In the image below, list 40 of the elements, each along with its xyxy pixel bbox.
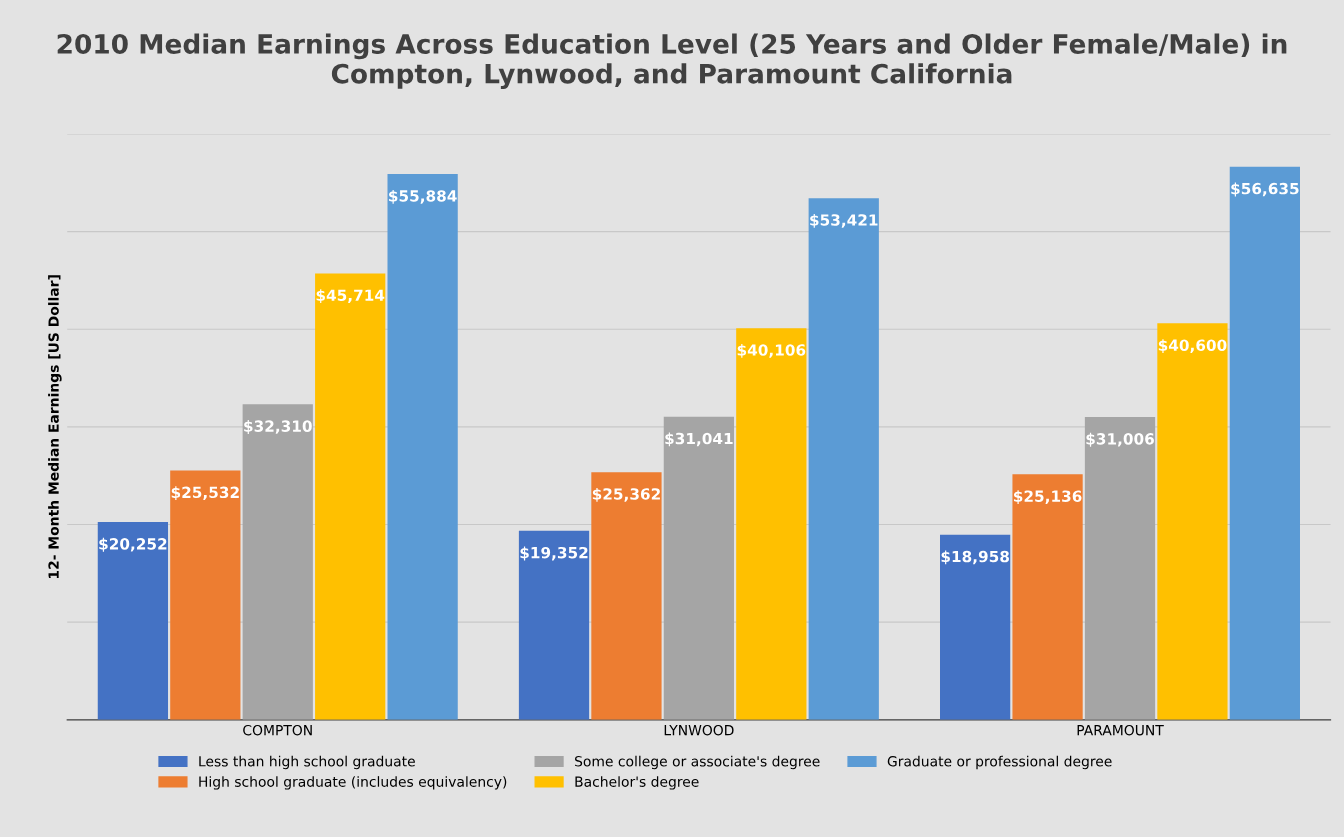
data-label: $18,958 xyxy=(941,550,1009,565)
bar xyxy=(663,416,735,720)
bar xyxy=(940,534,1011,720)
data-label: $40,600 xyxy=(1158,339,1227,353)
y-axis-title: 12- Month Median Earnings [US Dollar] xyxy=(48,275,62,579)
bar xyxy=(97,522,169,720)
bar xyxy=(1157,323,1228,720)
data-label: $25,362 xyxy=(592,487,660,502)
data-label: $25,136 xyxy=(1013,490,1082,504)
x-tick-label: PARAMOUNT xyxy=(1077,724,1164,736)
data-label: $45,714 xyxy=(316,289,385,304)
data-label: $20,252 xyxy=(99,537,167,552)
bar xyxy=(387,174,458,720)
legend-label: Graduate or professional degree xyxy=(887,755,1112,770)
bar xyxy=(591,472,662,720)
data-label: $25,532 xyxy=(171,486,239,501)
bar xyxy=(1229,166,1300,720)
chart-title: 2010 Median Earnings Across Education Level (25 Years and Older Female/Male) in Compton, Lynwood, and Paramount California xyxy=(57,33,1287,89)
legend-label: Bachelor's degree xyxy=(575,776,699,790)
bar xyxy=(170,470,241,720)
x-tick-label: LYNWOOD xyxy=(664,724,734,736)
data-label: $40,106 xyxy=(737,343,806,358)
x-tick-label: COMPTON xyxy=(243,724,312,736)
legend-label: High school graduate (includes equivalency) xyxy=(199,776,507,790)
bar xyxy=(518,530,590,720)
data-label: $31,041 xyxy=(665,432,733,447)
legend-label: Some college or associate's degree xyxy=(575,755,820,770)
data-label: $53,421 xyxy=(810,213,878,228)
data-label: $55,884 xyxy=(389,189,457,204)
bar xyxy=(736,328,807,720)
bar xyxy=(808,198,879,720)
data-label: $32,310 xyxy=(244,420,312,434)
legend-label: Less than high school graduate xyxy=(199,755,415,770)
data-label: $56,635 xyxy=(1231,182,1299,197)
data-label: $19,352 xyxy=(520,546,588,561)
data-label: $31,006 xyxy=(1086,432,1154,447)
bar xyxy=(1084,417,1156,720)
bar xyxy=(315,273,386,720)
bar xyxy=(242,404,313,720)
bar xyxy=(1012,474,1083,720)
